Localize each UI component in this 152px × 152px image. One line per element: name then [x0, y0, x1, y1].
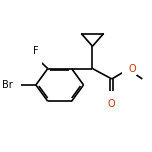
Text: O: O — [129, 64, 136, 74]
Text: F: F — [33, 51, 39, 61]
Text: O: O — [125, 64, 133, 74]
Text: O: O — [108, 99, 116, 109]
Text: Br: Br — [7, 80, 18, 90]
Text: O: O — [108, 94, 116, 104]
Text: Br: Br — [2, 80, 12, 90]
Text: F: F — [33, 46, 39, 56]
